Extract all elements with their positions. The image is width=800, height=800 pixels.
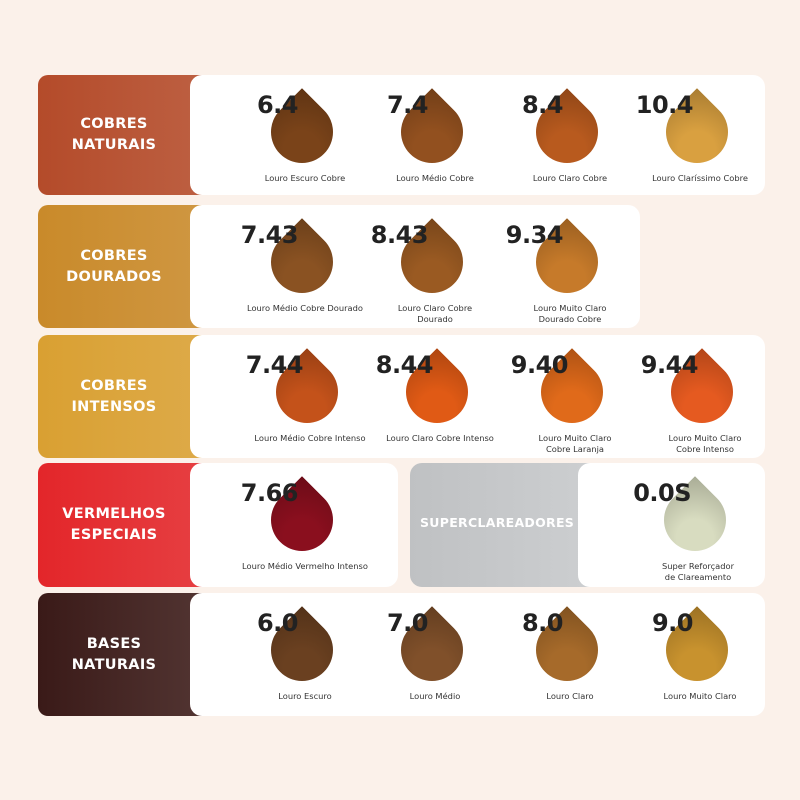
color-swatch-item: 8.43 Louro Claro Cobre Dourado [370,205,500,328]
shade-name: Louro Escuro Cobre [264,173,346,183]
color-swatch-item: 0.0S Super Reforçador de Clareamento [633,463,763,587]
group-card: 7.44 Louro Médio Cobre Intenso 8.44 Louro C… [190,335,765,458]
shade-name: Louro Médio [409,691,461,701]
group-label: COBRES NATURAIS [38,75,218,195]
group-label: COBRES INTENSOS [38,335,218,458]
shade-code: 9.34 [505,221,564,249]
shade-code: 0.0S [633,479,691,507]
group-title: BASES NATURAIS [71,635,157,673]
group-card: 7.66 Louro Médio Vermelho Intenso [190,463,398,587]
group-title: VERMELHOS ESPECIAIS [62,506,166,543]
group-label: VERMELHOS ESPECIAIS [38,463,218,587]
color-swatch-item: 9.0 Louro Muito Claro [635,593,765,716]
shade-code: 8.43 [370,221,429,249]
shade-name: Louro Muito Claro [663,691,737,701]
superclareadores-label: SUPERCLAREADORES [410,463,600,587]
shade-name: Louro Claro [546,691,594,701]
color-swatch-item: 9.44 Louro Muito Claro Cobre Intenso [640,335,770,458]
group-card: 6.0 Louro Escuro 7.0 Louro Médio 8.0 Louro Cl… [190,593,765,716]
shade-name: Louro Claríssimo Cobre [652,173,748,183]
shade-code: 8.0 [521,609,564,637]
shade-code: 7.66 [240,479,299,507]
shade-name: Louro Claro Cobre Dourado [397,303,473,324]
shade-code: 7.44 [245,351,304,379]
color-swatch-item: 7.0 Louro Médio [370,593,500,716]
color-swatch-item: 9.40 Louro Muito Claro Cobre Laranja [510,335,640,458]
shade-code: 8.44 [375,351,434,379]
group-title: COBRES INTENSOS [71,377,157,415]
shade-name: Louro Claro Cobre Intenso [386,433,494,443]
color-swatch-item: 9.34 Louro Muito Claro Dourado Cobre [505,205,635,328]
color-swatch-item: 10.4 Louro Claríssimo Cobre [635,75,765,195]
shade-code: 9.0 [651,609,694,637]
shade-name: Louro Muito Claro Cobre Intenso [668,433,742,454]
color-swatch-item: 6.4 Louro Escuro Cobre [240,75,370,195]
group-label: COBRES DOURADOS [38,205,218,328]
shade-name: Super Reforçador de Clareamento [661,561,735,582]
color-swatch-item: 7.44 Louro Médio Cobre Intenso [245,335,375,458]
shade-code: 10.4 [635,91,694,119]
color-swatch-item: 6.0 Louro Escuro [240,593,370,716]
color-swatch-item: 7.4 Louro Médio Cobre [370,75,500,195]
shade-name: Louro Muito Claro Cobre Laranja [538,433,612,454]
shade-code: 8.4 [521,91,564,119]
shade-code: 7.4 [386,91,429,119]
color-swatch-item: 8.4 Louro Claro Cobre [505,75,635,195]
shade-code: 9.40 [510,351,569,379]
shade-code: 6.4 [256,91,299,119]
shade-name: Louro Claro Cobre [532,173,608,183]
shade-code: 9.44 [640,351,699,379]
shade-name: Louro Médio Cobre Intenso [254,433,366,443]
group-label: BASES NATURAIS [38,593,218,716]
shade-name: Louro Escuro [278,691,332,701]
shade-name: Louro Médio Cobre Dourado [247,303,363,313]
superclareadores-title: SUPERCLAREADORES [420,515,575,530]
group-title: COBRES DOURADOS [66,247,162,285]
group-title: COBRES NATURAIS [71,116,157,153]
shade-name: Louro Muito Claro Dourado Cobre [533,303,607,324]
shade-code: 6.0 [256,609,299,637]
group-card: 6.4 Louro Escuro Cobre 7.4 Louro Médio Cobr… [190,75,765,195]
color-swatch-item: 7.66 Louro Médio Vermelho Intenso [240,463,370,587]
shade-code: 7.0 [386,609,429,637]
color-swatch-item: 8.44 Louro Claro Cobre Intenso [375,335,505,458]
shade-code: 7.43 [240,221,299,249]
superclareadores-card: 0.0S Super Reforçador de Clareamento [578,463,765,587]
shade-name: Louro Médio Cobre [396,173,474,183]
color-swatch-item: 8.0 Louro Claro [505,593,635,716]
color-swatch-item: 7.43 Louro Médio Cobre Dourado [240,205,370,328]
shade-name: Louro Médio Vermelho Intenso [242,561,368,571]
group-card: 7.43 Louro Médio Cobre Dourado 8.43 Louro C… [190,205,640,328]
